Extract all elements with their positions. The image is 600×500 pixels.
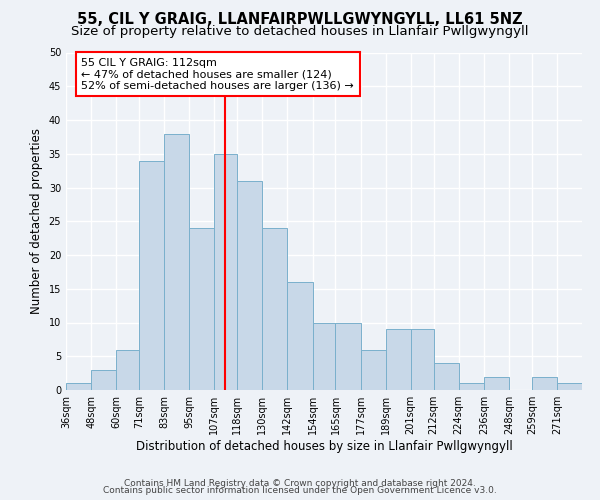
- Bar: [139, 160, 164, 390]
- Bar: [557, 383, 582, 390]
- Text: Contains HM Land Registry data © Crown copyright and database right 2024.: Contains HM Land Registry data © Crown c…: [124, 478, 476, 488]
- Bar: [164, 134, 189, 390]
- Bar: [361, 350, 386, 390]
- Bar: [335, 322, 361, 390]
- Bar: [459, 383, 484, 390]
- Bar: [386, 329, 410, 390]
- Bar: [287, 282, 313, 390]
- Bar: [484, 376, 509, 390]
- Bar: [410, 329, 434, 390]
- Text: Contains public sector information licensed under the Open Government Licence v3: Contains public sector information licen…: [103, 486, 497, 495]
- Text: 55 CIL Y GRAIG: 112sqm
← 47% of detached houses are smaller (124)
52% of semi-de: 55 CIL Y GRAIG: 112sqm ← 47% of detached…: [82, 58, 354, 91]
- Bar: [532, 376, 557, 390]
- Bar: [262, 228, 287, 390]
- Text: 55, CIL Y GRAIG, LLANFAIRPWLLGWYNGYLL, LL61 5NZ: 55, CIL Y GRAIG, LLANFAIRPWLLGWYNGYLL, L…: [77, 12, 523, 28]
- X-axis label: Distribution of detached houses by size in Llanfair Pwllgwyngyll: Distribution of detached houses by size …: [136, 440, 512, 453]
- Bar: [214, 154, 238, 390]
- Bar: [66, 383, 91, 390]
- Bar: [91, 370, 116, 390]
- Bar: [189, 228, 214, 390]
- Bar: [434, 363, 459, 390]
- Bar: [116, 350, 139, 390]
- Bar: [238, 180, 262, 390]
- Bar: [313, 322, 335, 390]
- Y-axis label: Number of detached properties: Number of detached properties: [30, 128, 43, 314]
- Text: Size of property relative to detached houses in Llanfair Pwllgwyngyll: Size of property relative to detached ho…: [71, 25, 529, 38]
